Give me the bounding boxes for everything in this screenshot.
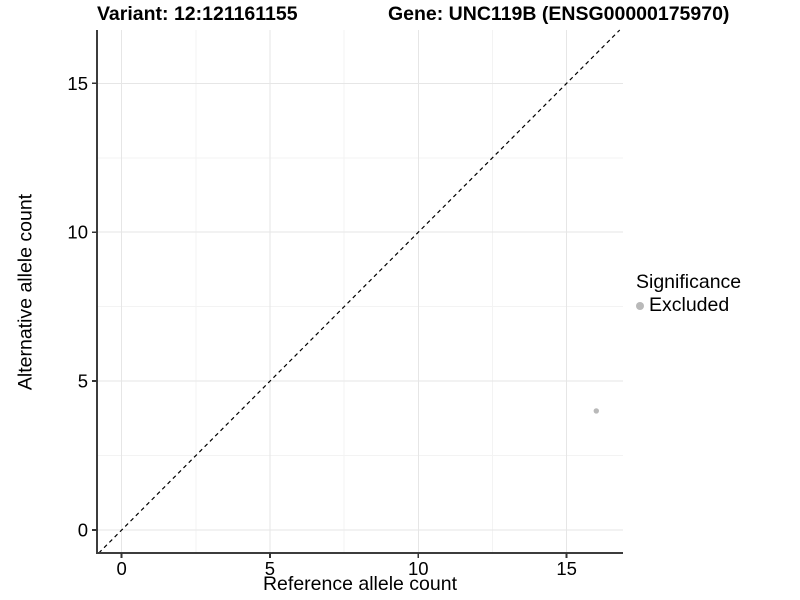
- y-tick-label: 15: [67, 73, 88, 94]
- x-tick-label: 5: [265, 558, 275, 579]
- variant-title: Variant: 12:121161155: [97, 3, 298, 25]
- legend-item-label: Excluded: [649, 294, 730, 317]
- legend-item-excluded: Excluded: [636, 294, 741, 317]
- x-tick-label: 15: [556, 558, 577, 579]
- x-tick-label: 10: [408, 558, 429, 579]
- excluded-dot-icon: [636, 301, 644, 310]
- y-tick-label: 0: [78, 520, 88, 541]
- gridlines-major: [97, 30, 623, 553]
- legend-title: Significance: [636, 271, 742, 293]
- axis-lines: [96, 30, 623, 554]
- gene-title: Gene: UNC119B (ENSG00000175970): [388, 3, 730, 25]
- x-axis-title: Reference allele count: [262, 573, 458, 595]
- identity-line: [98, 29, 621, 554]
- data-points: [593, 408, 599, 414]
- x-tick-label: 0: [116, 558, 126, 579]
- tick-marks: [92, 82, 568, 558]
- y-tick-label: 5: [78, 371, 88, 392]
- gridlines-minor: [97, 30, 623, 553]
- legend: Significance Excluded: [636, 272, 741, 317]
- y-tick-label: 10: [67, 222, 88, 243]
- data-point-excluded: [593, 408, 599, 414]
- tick-labels: 0 5 10 15 0 5 10 15: [67, 73, 576, 579]
